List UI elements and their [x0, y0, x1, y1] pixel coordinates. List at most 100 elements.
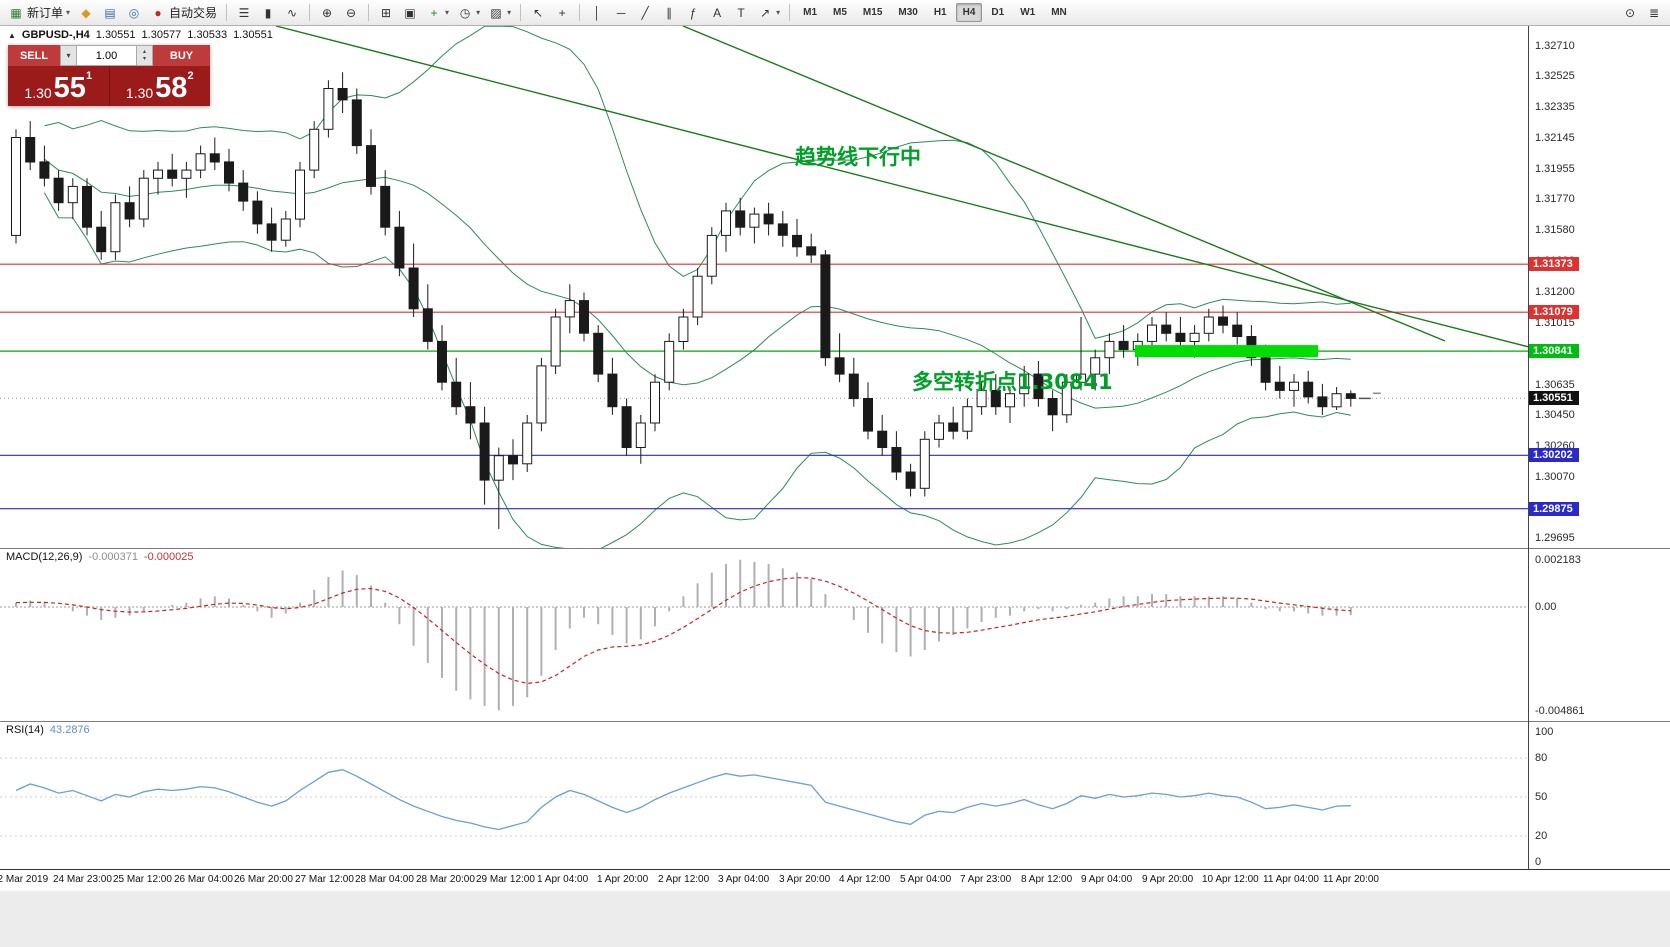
timeframe-m5-button[interactable]: M5	[833, 7, 847, 18]
arrow-objects-button[interactable]: ↗ ▾	[753, 3, 784, 23]
indicators-button[interactable]: + ▾	[422, 3, 453, 23]
new-order-button[interactable]: ▦ 新订单 ▾	[4, 2, 74, 23]
candle	[11, 129, 21, 244]
main-chart-panel[interactable]: 趋势线下行中多空转折点1.30841 ▲ GBPUSD-,H4 1.30551 …	[0, 26, 1528, 549]
candle-body	[394, 226, 405, 269]
data-window-icon[interactable]: ◎	[122, 3, 146, 23]
text-icon[interactable]: A	[705, 3, 729, 23]
timeframe-mn-button[interactable]: MN	[1051, 7, 1067, 18]
fibonacci-icon[interactable]: ƒ	[681, 3, 705, 23]
candle-body	[749, 213, 760, 228]
templates-button[interactable]: ▨ ▾	[484, 3, 515, 23]
spinner-up-icon[interactable]: ▴	[142, 48, 146, 55]
line-chart-icon[interactable]: ∿	[280, 3, 304, 23]
horizontal-line-icon[interactable]: ─	[609, 3, 633, 23]
zoom-out-icon[interactable]: ⊖	[339, 3, 363, 23]
search-symbols-icon: ⊙	[1624, 5, 1636, 20]
dropdown-caret-icon: ▾	[507, 8, 512, 17]
zoom-in-icon[interactable]: ⊕	[315, 3, 339, 23]
candle	[706, 227, 717, 285]
rsi-scale-label: 20	[1535, 830, 1548, 842]
timeframe-d1-button[interactable]: D1	[991, 7, 1005, 18]
price-scale-tick: 1.32525	[1535, 70, 1575, 82]
candle	[266, 207, 277, 252]
symbol-header: ▲ GBPUSD-,H4 1.30551 1.30577 1.30533 1.3…	[8, 29, 273, 41]
macd-value-signal: -0.000025	[143, 551, 194, 563]
candle	[380, 170, 391, 236]
time-axis-label: 11 Apr 04:00	[1263, 874, 1319, 885]
toolbar-options-icon[interactable]: ≣	[1642, 3, 1666, 23]
rsi-panel[interactable]: RSI(14) 43.2876	[0, 722, 1528, 869]
candlestick-chart-icon[interactable]: ▮	[256, 3, 280, 23]
channel-icon[interactable]: ∥	[657, 3, 681, 23]
candle-body	[53, 177, 64, 204]
panel-resize-separator[interactable]	[0, 548, 1670, 549]
timeframe-m30-button[interactable]: M30	[898, 7, 918, 18]
one-click-collapse-icon[interactable]: ▲	[8, 30, 16, 40]
spinner-down-icon[interactable]: ▾	[142, 55, 146, 62]
price-scale-tick: 1.32710	[1535, 40, 1575, 52]
search-symbols-icon[interactable]: ⊙	[1618, 3, 1642, 23]
text-label-icon[interactable]: T	[729, 3, 753, 23]
volume-input[interactable]	[77, 45, 137, 66]
support-zone-rect[interactable]	[1135, 345, 1318, 358]
candle	[721, 202, 731, 252]
trendline-2[interactable]	[275, 26, 1528, 357]
buy-price-pips: 58	[155, 72, 188, 104]
panel-resize-separator[interactable]	[0, 721, 1670, 722]
candle	[664, 333, 675, 391]
volume-dropdown-button[interactable]: ▾	[60, 45, 77, 66]
bar-chart-icon[interactable]: ☰	[232, 3, 256, 23]
candle	[522, 414, 533, 472]
cursor-icon[interactable]: ↖	[526, 3, 550, 23]
timeframe-m15-button[interactable]: M15	[862, 7, 883, 18]
rsi-line	[15, 769, 1351, 831]
grid-icon[interactable]: ⊞	[374, 3, 398, 23]
candle	[579, 292, 589, 342]
trendline-1[interactable]	[682, 26, 1446, 342]
timeframe-h4-button[interactable]: H4	[955, 3, 983, 22]
autotrading-button[interactable]: ● 自动交易	[146, 2, 221, 23]
time-axis-label: 10 Apr 12:00	[1202, 874, 1259, 885]
buy-button[interactable]: BUY	[153, 45, 210, 66]
candle-body	[181, 169, 192, 179]
timeframe-h1-button[interactable]: H1	[933, 7, 947, 18]
buy-price-display[interactable]: 1.30 58 2	[109, 66, 210, 106]
trendline-icon[interactable]: ╱	[633, 3, 657, 23]
crosshair-icon[interactable]: +	[550, 3, 574, 23]
periods-button[interactable]: ◷ ▾	[453, 3, 484, 23]
bollinger-lower-band	[43, 192, 1351, 549]
candle-body	[1303, 381, 1314, 398]
chart-annotation-2[interactable]: 多空转折点1.30841	[912, 370, 1113, 394]
market-watch-icon[interactable]: ▤	[98, 3, 122, 23]
macd-panel[interactable]: MACD(12,26,9) -0.000371 -0.000025	[0, 549, 1528, 722]
candle-body	[1061, 381, 1072, 416]
candle	[1005, 387, 1015, 423]
candle-body	[451, 381, 462, 408]
chart-annotation-1[interactable]: 趋势线下行中	[795, 145, 921, 169]
vertical-line-icon[interactable]: │	[585, 3, 609, 23]
price-scale[interactable]: 1.32710 1.32525 1.32335 1.32145 1.31955 1.317…	[1529, 26, 1670, 869]
candle	[1019, 365, 1030, 407]
tile-windows-icon[interactable]: ▣	[398, 3, 422, 23]
sell-button[interactable]: SELL	[8, 45, 60, 66]
candle	[1317, 383, 1328, 415]
timeframe-toolbar: M1 M5 M15 M30 H1 H4 D1 W1 MN	[795, 3, 1075, 22]
sell-price-pips: 55	[53, 72, 86, 104]
candle	[323, 80, 334, 138]
timeframe-m1-button[interactable]: M1	[803, 7, 818, 18]
metaeditor-icon[interactable]: ◆	[74, 3, 98, 23]
candle	[1203, 308, 1214, 342]
candle	[508, 439, 518, 481]
time-axis-label: 3 Apr 04:00	[718, 874, 770, 885]
periods-icon: ◷	[459, 5, 471, 20]
sell-price-display[interactable]: 1.30 55 1	[8, 66, 109, 106]
tile-windows-icon: ▣	[404, 5, 416, 20]
candle	[848, 357, 859, 407]
templates-icon: ▨	[490, 5, 502, 20]
volume-spinner[interactable]: ▴ ▾	[137, 45, 153, 66]
text-icon: A	[713, 5, 722, 20]
timeframe-w1-button[interactable]: W1	[1020, 7, 1036, 18]
